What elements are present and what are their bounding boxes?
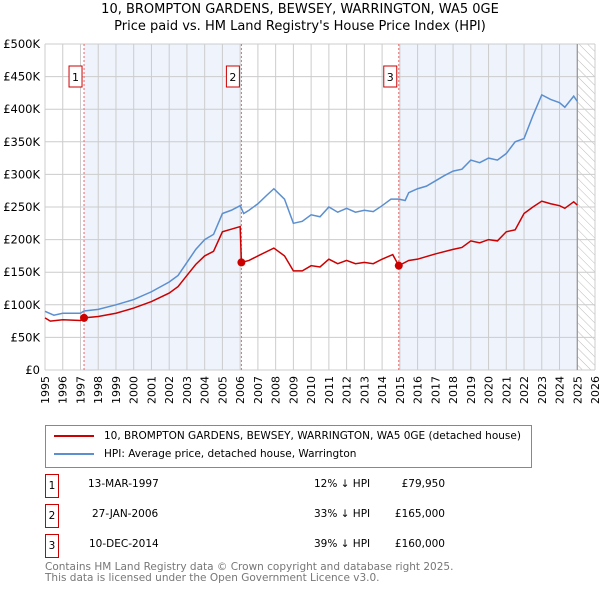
x-tick-label: 2004 xyxy=(199,376,212,404)
sale-marker-label: 3 xyxy=(45,534,59,558)
sale-price: £79,950 xyxy=(401,478,445,490)
sale-marker-label: 2 xyxy=(45,504,59,528)
x-tick-label: 1995 xyxy=(39,376,52,404)
sale-delta: 12% ↓ HPI xyxy=(314,478,371,490)
sale-marker-label: 1 xyxy=(45,474,59,498)
y-tick-label: £200K xyxy=(3,233,40,247)
y-tick-label: £450K xyxy=(3,70,40,84)
x-tick-label: 2016 xyxy=(412,376,425,404)
x-tick-label: 2006 xyxy=(234,376,247,404)
x-tick-label: 2010 xyxy=(305,376,318,404)
x-tick-label: 2001 xyxy=(145,376,158,404)
chart-subtitle: Price paid vs. HM Land Registry's House … xyxy=(114,19,486,34)
hpi-line xyxy=(44,93,578,317)
y-tick-label: £250K xyxy=(3,200,40,214)
x-tick-label: 2018 xyxy=(447,376,460,404)
x-tick-label: 1999 xyxy=(110,376,123,404)
x-tick-label: 2005 xyxy=(216,376,229,404)
x-tick-label: 2024 xyxy=(554,376,567,404)
sale-date: 10-DEC-2014 xyxy=(89,538,159,550)
x-tick-label: 2014 xyxy=(376,376,389,404)
x-tick-label: 1997 xyxy=(74,376,87,404)
y-tick-label: £500K xyxy=(3,37,40,51)
legend: 10, BROMPTON GARDENS, BEWSEY, WARRINGTON… xyxy=(45,425,532,468)
y-tick-label: £350K xyxy=(3,135,40,149)
sale-delta: 33% ↓ HPI xyxy=(314,508,371,520)
x-tick-label: 2000 xyxy=(128,376,141,404)
sale-marker-number: 3 xyxy=(387,71,394,84)
sale-price: £160,000 xyxy=(394,538,445,550)
sale-marker-box xyxy=(383,65,398,88)
x-tick-label: 2013 xyxy=(358,376,371,404)
x-tick-label: 2015 xyxy=(394,376,407,404)
legend-swatch-red xyxy=(54,435,94,437)
x-tick-label: 1996 xyxy=(57,376,70,404)
legend-label-hpi: HPI: Average price, detached house, Warr… xyxy=(104,448,357,460)
x-tick-label: 2007 xyxy=(252,376,265,404)
sale-point xyxy=(237,258,246,267)
sale-marker-box xyxy=(68,65,83,88)
sale-marker-number: 1 xyxy=(72,71,79,84)
y-tick-label: £0 xyxy=(25,363,40,377)
x-tick-label: 2019 xyxy=(465,376,478,404)
x-tick-label: 2012 xyxy=(341,376,354,404)
sale-row: 2 27-JAN-2006 £165,000 33% ↓ HPI xyxy=(45,504,445,528)
x-tick-label: 2009 xyxy=(287,376,300,404)
y-tick-label: £50K xyxy=(11,330,41,344)
sale-marker-number: 2 xyxy=(229,71,236,84)
x-tick-label: 2026 xyxy=(589,376,600,404)
y-tick-label: £400K xyxy=(3,102,40,116)
x-tick-label: 2023 xyxy=(536,376,549,404)
sale-price: £165,000 xyxy=(394,508,445,520)
footer-copyright: Contains HM Land Registry data © Crown c… xyxy=(45,561,454,573)
legend-label-property: 10, BROMPTON GARDENS, BEWSEY, WARRINGTON… xyxy=(104,430,521,442)
sale-point xyxy=(80,313,89,322)
x-tick-label: 2011 xyxy=(323,376,336,404)
chart-title: 10, BROMPTON GARDENS, BEWSEY, WARRINGTON… xyxy=(101,2,499,17)
price-chart: 1995 1996 1997 1998 1999 2000 2001 2002 2003 2004… xyxy=(3,37,600,404)
y-tick-label: £150K xyxy=(3,265,40,279)
x-tick-label: 1998 xyxy=(92,376,105,404)
x-tick-label: 2022 xyxy=(518,376,531,404)
sale-row: 3 10-DEC-2014 £160,000 39% ↓ HPI xyxy=(45,534,445,558)
legend-swatch-blue xyxy=(54,453,94,455)
sale-row: 1 13-MAR-1997 £79,950 12% ↓ HPI xyxy=(45,474,445,498)
x-tick-label: 2008 xyxy=(270,376,283,404)
sale-date: 27-JAN-2006 xyxy=(92,508,159,520)
y-tick-label: £300K xyxy=(3,167,40,181)
x-tick-label: 2021 xyxy=(500,376,513,404)
y-tick-label: £100K xyxy=(3,298,40,312)
sale-marker-box xyxy=(225,65,240,88)
x-tick-label: 2017 xyxy=(429,376,442,404)
x-tick-label: 2003 xyxy=(181,376,194,404)
sale-date: 13-MAR-1997 xyxy=(88,478,159,490)
x-tick-label: 2020 xyxy=(483,376,496,404)
property-price-line xyxy=(44,200,578,322)
x-tick-label: 2002 xyxy=(163,376,176,404)
footer-licence: This data is licensed under the Open Gov… xyxy=(45,572,380,584)
sale-point xyxy=(394,261,403,270)
sale-delta: 39% ↓ HPI xyxy=(314,538,371,550)
x-tick-label: 2025 xyxy=(571,376,584,404)
